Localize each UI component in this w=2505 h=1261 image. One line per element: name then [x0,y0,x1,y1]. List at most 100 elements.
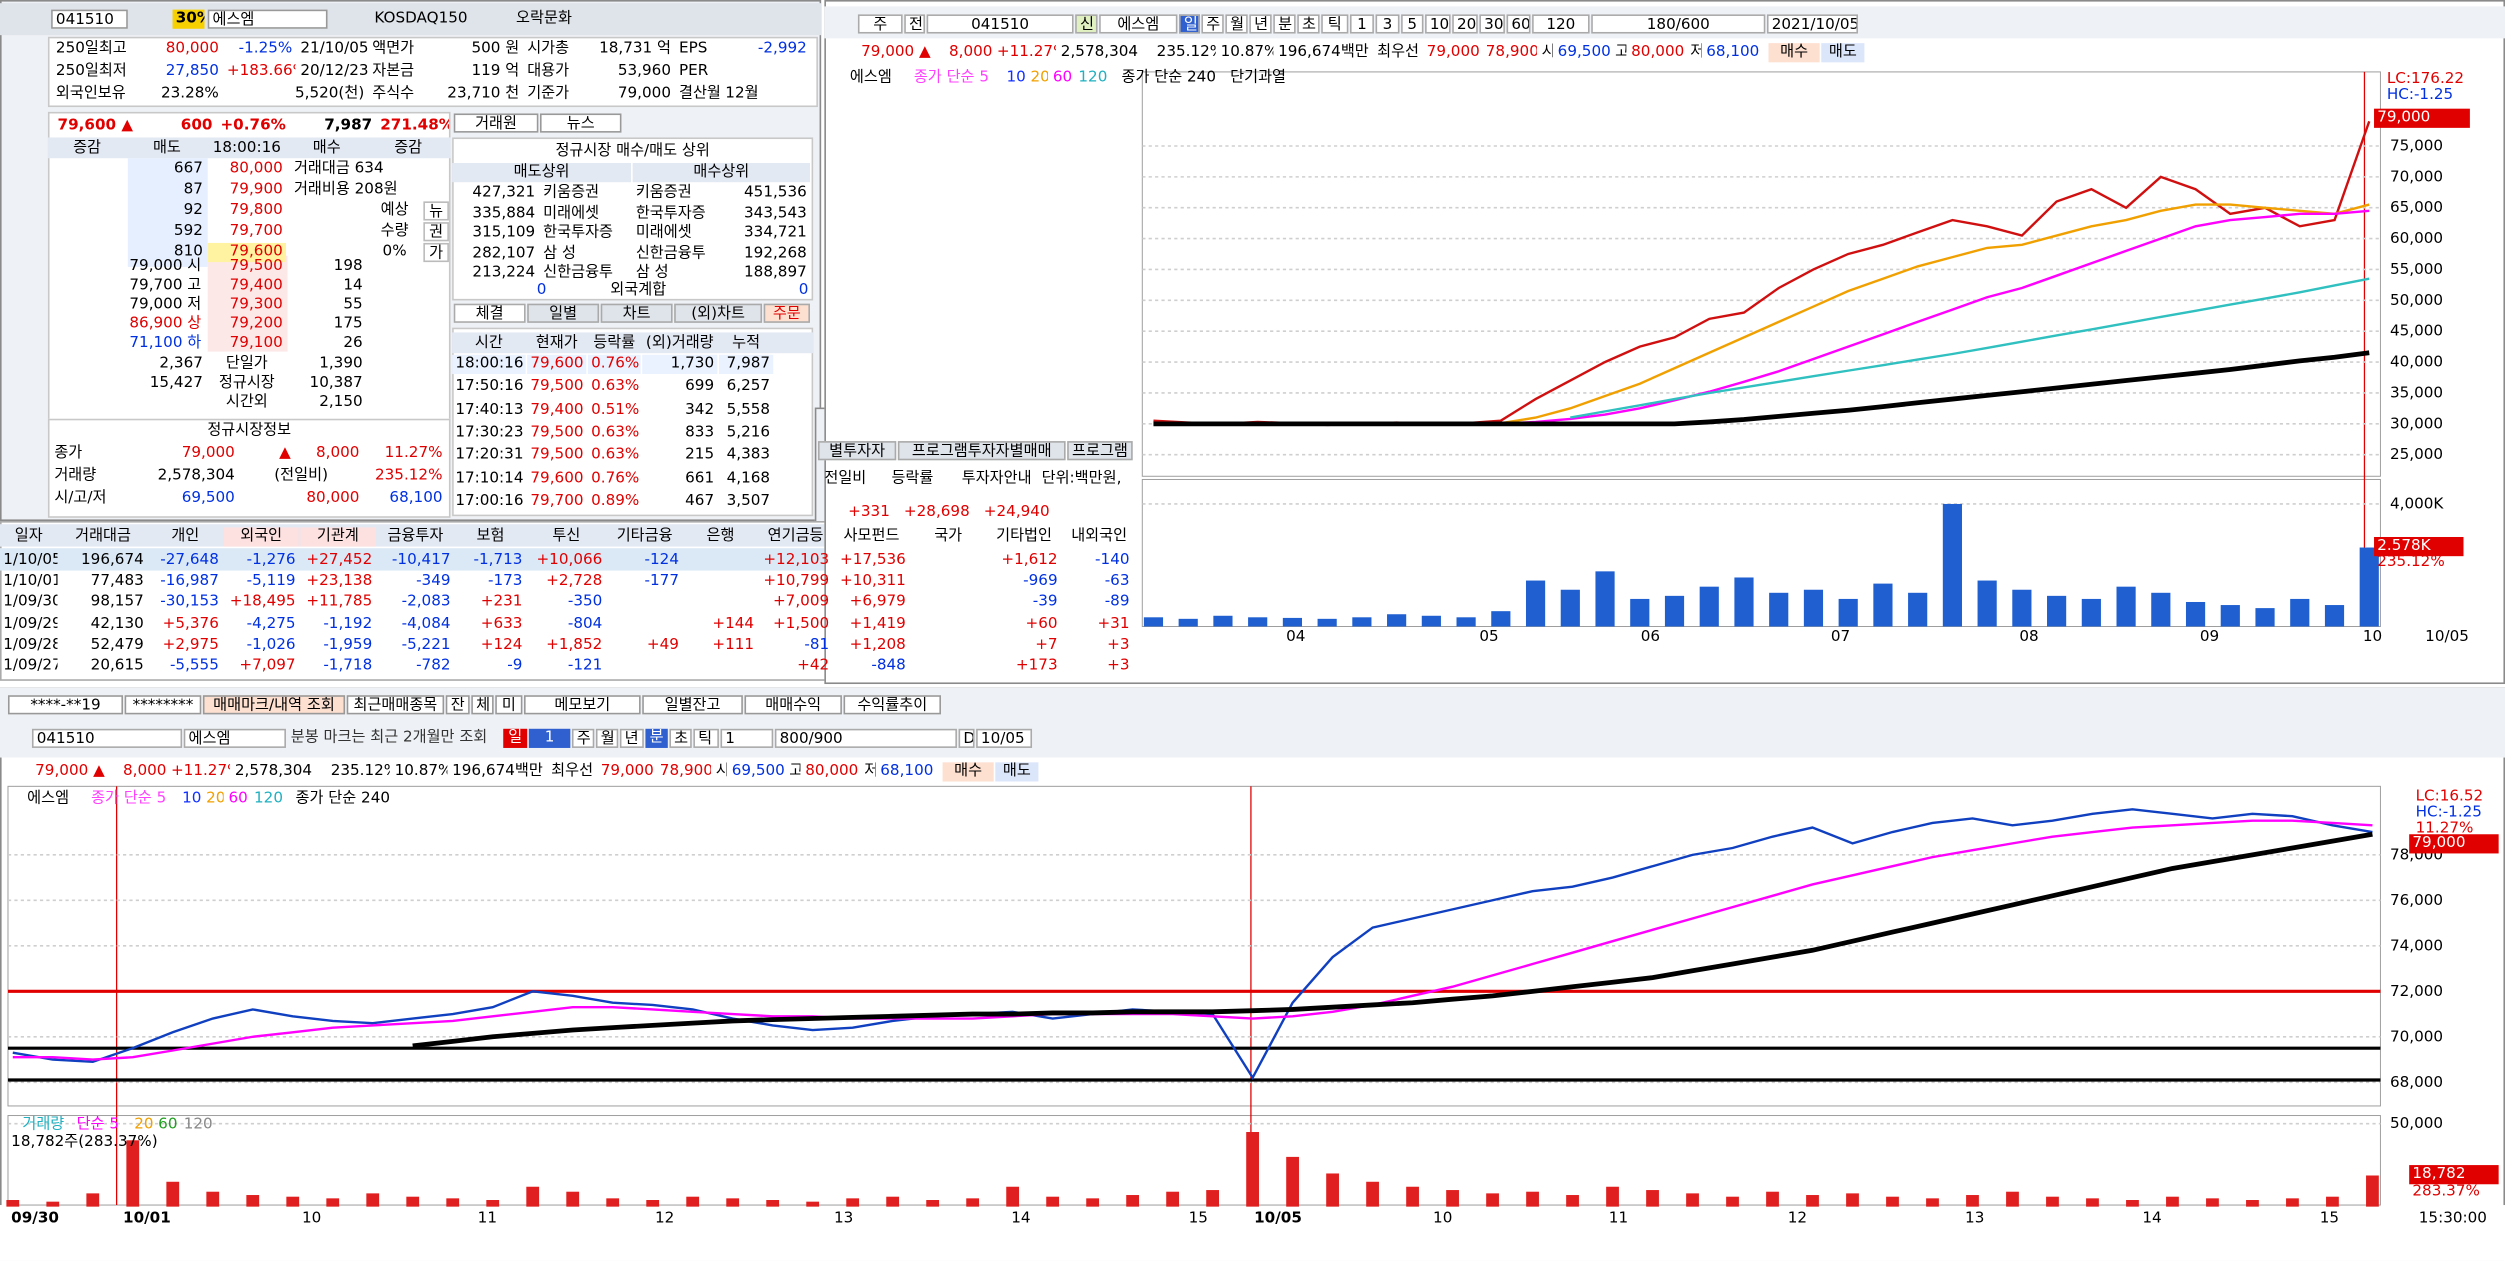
label[interactable]: 분봉 마크는 최근 2개월만 조회 [290,728,488,747]
label[interactable]: 미 [495,695,523,715]
label: 79,000 ▲ [35,762,105,780]
label[interactable]: 매매수익 [744,695,842,715]
label[interactable]: ****-**19 [7,695,124,715]
left-toolbar [0,3,822,36]
label[interactable]: 수익률추이 [843,695,941,715]
label[interactable]: 체결 [453,303,526,323]
volume-bar [526,1186,540,1207]
label[interactable]: 20 [1452,14,1478,34]
label[interactable]: 차트 [600,303,673,323]
label[interactable]: 전일비 [824,469,867,488]
label: 92 [183,201,203,219]
label: 단순 5 [76,1115,120,1134]
label[interactable]: 분 [645,728,668,748]
label[interactable]: 등락률 [891,469,934,488]
label: 79,500 [530,423,584,441]
label[interactable]: 초 [1297,14,1320,34]
label[interactable]: 매수 [942,762,994,782]
label: 79,500 [229,257,283,275]
label: 334,721 [744,223,807,242]
label[interactable]: 년 [1249,14,1272,34]
label[interactable]: 월 [1225,14,1248,34]
label: 79,000 ▲ [861,43,931,61]
label[interactable]: 60 [1506,14,1531,34]
label[interactable]: 전 [904,14,926,34]
label[interactable]: 프로그램 [1067,441,1133,461]
label: 14 [343,276,363,295]
label: 시간외 [225,393,268,411]
label[interactable]: 월 [595,728,619,748]
label[interactable]: 2021/10/05 [1766,14,1859,34]
label[interactable]: 틱 [1321,14,1349,34]
label[interactable]: 년 [619,728,644,748]
label[interactable]: 에스엠 [207,9,328,29]
label: 196,674백만 [452,762,543,780]
label[interactable]: 틱 [693,728,719,748]
label[interactable]: 주 [857,14,903,34]
label[interactable]: 체 [471,695,494,715]
label: 기타법인 [996,527,1052,545]
label[interactable]: 매매마크/내역 조회 [202,695,346,715]
label[interactable]: 에스엠 [183,728,286,748]
label[interactable]: 에스엠 [1099,14,1178,34]
label[interactable]: (외)차트 [674,303,763,323]
label[interactable]: 매수 [1768,43,1820,63]
label[interactable]: 투자자안내 [961,469,1032,488]
label: 09 [2199,628,2220,646]
label[interactable]: 별투자자 [817,441,897,461]
label[interactable]: 1 [528,728,571,748]
label[interactable]: 180/600 [1591,14,1766,34]
label[interactable]: 1 [720,728,774,748]
label[interactable]: 메모보기 [524,695,641,715]
label: 13 [833,1209,854,1228]
label[interactable]: 5 [1401,14,1424,34]
label[interactable]: 일별잔고 [642,695,743,715]
y-tick-label: 45,000 [2390,322,2443,340]
label[interactable]: 일 [1179,14,1200,34]
label[interactable]: 10 [1425,14,1451,34]
label[interactable]: 일 [503,728,528,748]
label: 810 [173,242,203,261]
label: 11.27% [384,444,443,462]
label[interactable]: 매도 [1821,43,1865,63]
label[interactable]: 041510 [31,728,183,748]
label[interactable]: 주 [1201,14,1224,34]
info-box [47,36,818,108]
label[interactable]: 30 [1479,14,1505,34]
label[interactable]: 분 [1273,14,1296,34]
label[interactable]: ******** [124,695,202,715]
label: 미래에셋 [543,203,600,222]
label: +3 [1107,656,1130,675]
volume-bar [1446,1190,1459,1207]
label[interactable]: 거래원 [453,113,539,133]
label[interactable]: 10/05 [976,728,1033,748]
label[interactable]: 1 [1349,14,1374,34]
label: 235.12% [374,466,443,485]
label[interactable]: 초 [669,728,692,748]
label[interactable]: 단위:백만원, [1041,469,1122,488]
label[interactable]: 일별 [527,303,600,323]
label[interactable]: 뉴스 [539,113,622,133]
volume-bar [1838,598,1858,627]
label[interactable]: 주 [571,728,595,748]
label[interactable]: 3 [1375,14,1400,34]
label[interactable]: 주문 [763,303,810,323]
label: 18,731 억 [599,39,671,58]
price-line [1153,203,2370,426]
label[interactable]: 프로그램투자자별매매 [897,441,1066,461]
label: HC:-1.25 [2415,803,2482,822]
label[interactable]: 신 [1075,14,1098,34]
label[interactable]: 120 [1532,14,1590,34]
label[interactable]: 041510 [926,14,1074,34]
label[interactable]: 잔 [445,695,470,715]
label: 27,850 [165,62,219,80]
label[interactable]: 최근매매종목 [346,695,445,715]
label[interactable]: 매도 [995,762,1039,782]
volume-bar [1873,583,1893,627]
label: 79,700 [229,222,283,240]
label[interactable]: D [958,728,975,748]
label: 467 [685,491,715,510]
label: 08 [2019,628,2039,646]
label[interactable]: 041510 [51,9,128,29]
label[interactable]: 800/900 [774,728,957,748]
